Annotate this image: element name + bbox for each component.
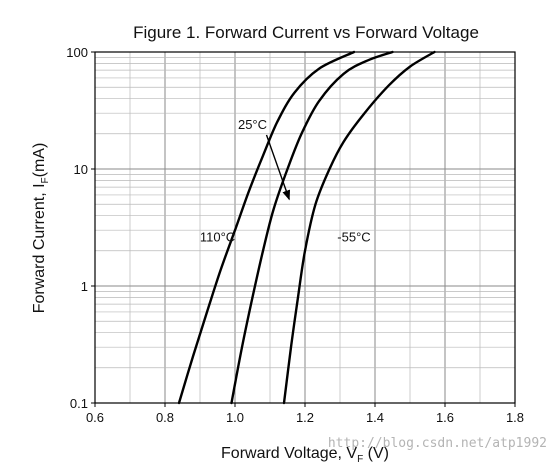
series-lines bbox=[177, 50, 436, 405]
x-tick-label: 0.6 bbox=[86, 410, 104, 425]
x-tick-label: 0.8 bbox=[156, 410, 174, 425]
y-axis-label: Forward Current, IF(mA) bbox=[31, 143, 51, 314]
x-tick-label: 1.4 bbox=[366, 410, 384, 425]
y-tick-label: 100 bbox=[66, 45, 88, 60]
y-tick-labels: 0.1 1 10 100 bbox=[66, 45, 95, 411]
y-tick-label: 1 bbox=[81, 279, 88, 294]
series-line bbox=[177, 50, 356, 405]
x-tick-label: 1.6 bbox=[436, 410, 454, 425]
x-tick-labels: 0.6 0.8 1.0 1.2 1.4 1.6 1.8 bbox=[86, 403, 524, 425]
annotation-arrow bbox=[265, 134, 291, 201]
x-axis-label: Forward Voltage, VF (V) bbox=[221, 445, 389, 465]
grid bbox=[95, 52, 515, 403]
annotation-label: 110°C bbox=[200, 230, 235, 245]
x-tick-label: 1.2 bbox=[296, 410, 314, 425]
chart-title: Figure 1. Forward Current vs Forward Vol… bbox=[133, 23, 479, 42]
annotations: 25°C 110°C -55°C bbox=[200, 117, 371, 245]
series-line bbox=[230, 50, 394, 405]
watermark: http://blog.csdn.net/atp1992 bbox=[328, 436, 547, 451]
y-tick-label: 10 bbox=[74, 162, 88, 177]
x-tick-label: 1.8 bbox=[506, 410, 524, 425]
y-tick-label: 0.1 bbox=[70, 396, 88, 411]
annotation-label: -55°C bbox=[337, 230, 370, 245]
x-tick-label: 1.0 bbox=[226, 410, 244, 425]
series-line bbox=[282, 50, 436, 405]
annotation-label: 25°C bbox=[238, 117, 267, 132]
